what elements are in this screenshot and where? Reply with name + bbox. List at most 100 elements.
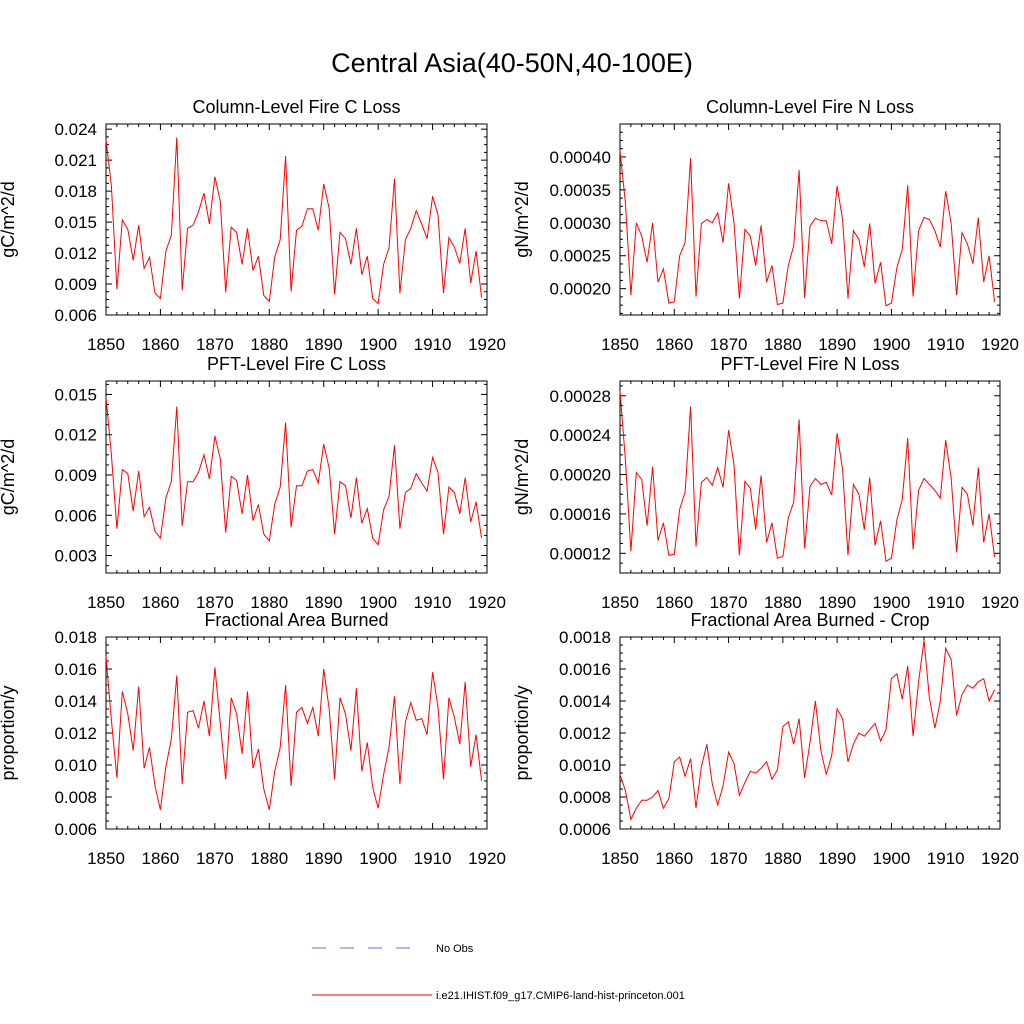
y-axis-label: gC/m^2/d [0, 181, 18, 257]
plot-frame [619, 636, 1001, 830]
y-tick-label: 0.008 [54, 788, 97, 807]
y-tick-label: 0.0012 [559, 724, 611, 743]
chart-panel-1: Column-Level Fire C Loss gC/m^2/d 1850 1860… [0, 97, 506, 354]
figure-title: Central Asia(40-50N,40-100E) [331, 48, 693, 78]
x-tick-label: 1910 [927, 849, 965, 868]
y-tick-label: 0.010 [54, 756, 97, 775]
legend-model-label: i.e21.IHIST.f09_g17.CMIP6-land-hist-prin… [436, 990, 685, 1002]
x-tick-label: 1910 [927, 335, 965, 354]
x-tick-label: 1920 [981, 335, 1019, 354]
series-line [619, 640, 996, 821]
y-tick-label: 0.012 [54, 426, 97, 445]
plot-frame [105, 123, 488, 316]
y-axis-label: gN/m^2/d [512, 439, 532, 515]
x-tick-label: 1880 [250, 335, 288, 354]
y-tick-label: 0.00028 [550, 387, 611, 406]
x-tick-label: 1920 [468, 335, 506, 354]
x-tick-label: 1850 [87, 335, 125, 354]
series-line [105, 397, 483, 546]
x-tick-label: 1860 [655, 335, 693, 354]
y-tick-label: 0.006 [54, 506, 97, 525]
y-tick-label: 0.015 [54, 213, 97, 232]
y-tick-label: 0.009 [54, 466, 97, 485]
y-tick-label: 0.00030 [550, 214, 611, 233]
y-tick-label: 0.016 [54, 660, 97, 679]
y-tick-label: 0.00035 [550, 181, 611, 200]
x-tick-label: 1920 [468, 593, 506, 612]
y-tick-label: 0.00020 [550, 280, 611, 299]
y-tick-label: 0.0016 [559, 660, 611, 679]
y-tick-label: 0.00020 [550, 466, 611, 485]
panel-title: Fractional Area Burned - Crop [690, 610, 929, 630]
x-tick-label: 1920 [468, 849, 506, 868]
y-tick-label: 0.012 [54, 724, 97, 743]
series-line [619, 390, 996, 562]
y-tick-label: 0.014 [54, 692, 97, 711]
chart-panel-2: Column-Level Fire N Loss gN/m^2/d 1850 1860… [512, 97, 1019, 354]
plot-frame [105, 380, 488, 574]
plot-frame [619, 123, 1001, 316]
x-tick-label: 1860 [655, 849, 693, 868]
x-tick-label: 1880 [250, 593, 288, 612]
series-line [105, 137, 483, 305]
x-tick-label: 1850 [601, 593, 639, 612]
x-tick-label: 1910 [414, 335, 452, 354]
x-tick-label: 1860 [142, 849, 180, 868]
series-line [105, 656, 483, 810]
panel-title: Fractional Area Burned [204, 610, 388, 630]
x-tick-label: 1870 [710, 335, 748, 354]
plot-frame [619, 380, 1001, 574]
x-tick-label: 1910 [414, 593, 452, 612]
x-tick-label: 1870 [196, 849, 234, 868]
x-tick-label: 1900 [873, 849, 911, 868]
panel-title: Column-Level Fire N Loss [706, 97, 914, 117]
legend: No Obs i.e21.IHIST.f09_g17.CMIP6-land-hi… [312, 943, 685, 1002]
series-line [619, 150, 996, 307]
x-tick-label: 1860 [655, 593, 693, 612]
x-tick-label: 1880 [764, 593, 802, 612]
chart-panel-5: Fractional Area Burned proportion/y 1850 18… [0, 610, 506, 868]
x-tick-label: 1890 [305, 849, 343, 868]
x-tick-label: 1850 [601, 335, 639, 354]
x-tick-label: 1900 [873, 335, 911, 354]
x-tick-label: 1850 [601, 849, 639, 868]
x-tick-label: 1870 [196, 335, 234, 354]
x-tick-label: 1890 [818, 849, 856, 868]
y-tick-label: 0.00025 [550, 247, 611, 266]
y-tick-label: 0.0008 [559, 788, 611, 807]
panel-title: PFT-Level Fire N Loss [720, 354, 899, 374]
y-tick-label: 0.015 [54, 385, 97, 404]
plot-frame [105, 636, 488, 830]
x-tick-label: 1880 [764, 335, 802, 354]
y-tick-label: 0.00012 [550, 544, 611, 563]
y-tick-label: 0.003 [54, 547, 97, 566]
x-tick-label: 1890 [818, 335, 856, 354]
legend-obs-label: No Obs [436, 943, 474, 955]
y-axis-label: gC/m^2/d [0, 439, 18, 515]
y-tick-label: 0.018 [54, 182, 97, 201]
x-tick-label: 1920 [981, 593, 1019, 612]
y-tick-label: 0.021 [54, 151, 97, 170]
chart-panel-3: PFT-Level Fire C Loss gC/m^2/d 1850 1860 187… [0, 354, 506, 612]
x-tick-label: 1900 [359, 849, 397, 868]
y-axis-label: proportion/y [0, 685, 18, 780]
y-tick-label: 0.006 [54, 820, 97, 839]
x-tick-label: 1900 [359, 335, 397, 354]
x-tick-label: 1850 [87, 849, 125, 868]
y-tick-label: 0.00040 [550, 148, 611, 167]
panel-title: Column-Level Fire C Loss [192, 97, 400, 117]
x-tick-label: 1860 [142, 593, 180, 612]
x-tick-label: 1910 [927, 593, 965, 612]
panel-title: PFT-Level Fire C Loss [207, 354, 386, 374]
y-tick-label: 0.00024 [550, 426, 611, 445]
x-tick-label: 1870 [196, 593, 234, 612]
y-axis-label: proportion/y [512, 685, 532, 780]
y-tick-label: 0.009 [54, 275, 97, 294]
x-tick-label: 1920 [981, 849, 1019, 868]
x-tick-label: 1910 [414, 849, 452, 868]
x-tick-label: 1880 [764, 849, 802, 868]
y-tick-label: 0.018 [54, 628, 97, 647]
y-tick-label: 0.00016 [550, 505, 611, 524]
x-tick-label: 1850 [87, 593, 125, 612]
